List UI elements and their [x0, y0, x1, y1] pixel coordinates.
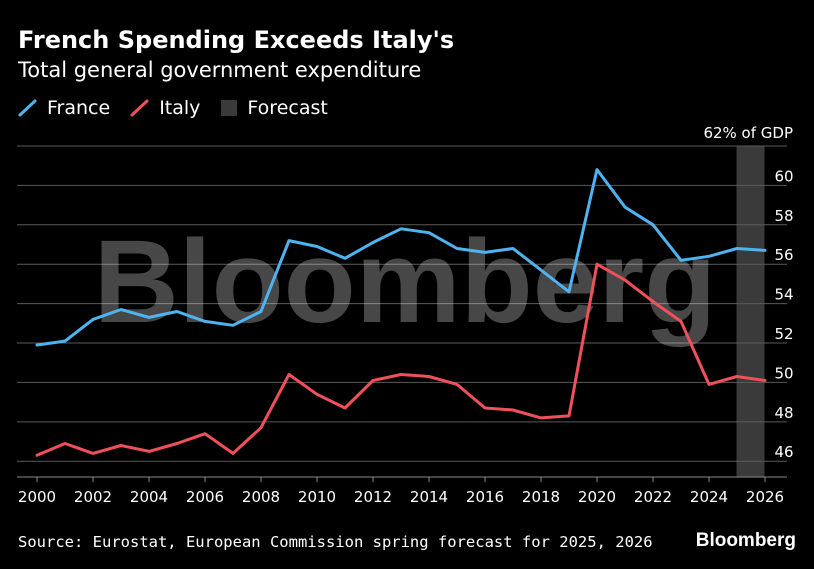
- x-tick-label: 2022: [634, 488, 672, 506]
- series-line-italy: [35, 262, 767, 457]
- y-tick-label: 46: [774, 443, 793, 461]
- source-note: Source: Eurostat, European Commission sp…: [18, 533, 653, 551]
- y-tick-label: 50: [774, 364, 793, 382]
- legend-item-italy: Italy: [130, 97, 200, 119]
- x-tick-label: 2014: [410, 488, 448, 506]
- x-tick-label: 2004: [130, 488, 168, 506]
- y-tick-label: 58: [774, 207, 793, 225]
- x-tick-label: 2020: [578, 488, 616, 506]
- x-tick-label: 2010: [298, 488, 336, 506]
- chart-subtitle: Total general government expenditure: [18, 58, 422, 82]
- y-tick-label: 54: [774, 286, 793, 304]
- chart-title: French Spending Exceeds Italy's: [18, 26, 455, 54]
- x-tick-label: 2008: [242, 488, 280, 506]
- y-tick-label: 52: [774, 325, 793, 343]
- x-tick-label: 2016: [466, 488, 504, 506]
- y-tick-label: 48: [774, 404, 793, 422]
- x-tick-label: 2002: [74, 488, 112, 506]
- legend-item-france: France: [18, 97, 110, 119]
- legend: France Italy Forecast: [18, 97, 348, 119]
- x-tick-label: 2012: [354, 488, 392, 506]
- x-tick-label: 2000: [18, 488, 56, 506]
- legend-swatch-france: [18, 98, 38, 118]
- legend-label-france: France: [47, 97, 111, 119]
- legend-swatch-italy: [130, 98, 150, 118]
- legend-item-forecast: Forecast: [220, 97, 328, 119]
- brand-logo: Bloomberg: [695, 530, 796, 551]
- y-unit-label: 62% of GDP: [703, 124, 793, 142]
- x-tick-label: 2006: [186, 488, 224, 506]
- x-tick-label: 2018: [522, 488, 560, 506]
- legend-swatch-forecast: [220, 99, 238, 117]
- gridlines: [17, 145, 787, 462]
- y-tick-label: 60: [774, 167, 793, 185]
- x-tick-label: 2024: [690, 488, 728, 506]
- legend-label-forecast: Forecast: [247, 97, 328, 119]
- legend-label-italy: Italy: [159, 97, 201, 119]
- x-axis: 2000 2002 2004 2006 2008 2010 2012 2014 2016 2018…: [18, 477, 784, 506]
- y-axis: 46 48 50 52 54 56 58 60 62% of GDP: [703, 124, 793, 461]
- forecast-band: [736, 146, 765, 477]
- watermark-text: Bloomberg: [94, 216, 717, 348]
- y-tick-label: 56: [774, 246, 793, 264]
- x-tick-label: 2026: [746, 488, 784, 506]
- series-line-france: [35, 168, 767, 347]
